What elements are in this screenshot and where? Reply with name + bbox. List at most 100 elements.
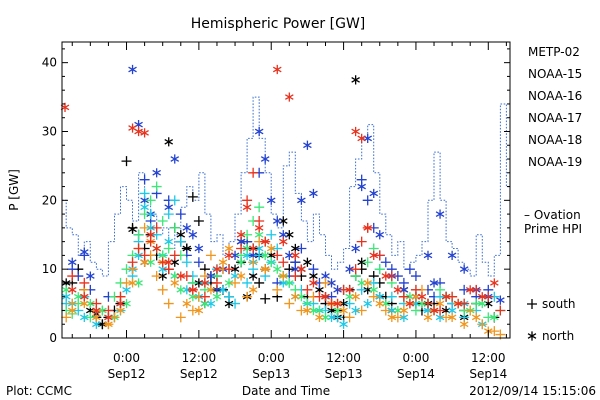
south-marker (61, 312, 72, 323)
north-marker (303, 305, 312, 316)
north-marker (490, 312, 499, 322)
north-marker (140, 128, 149, 138)
north-marker (297, 264, 306, 274)
south-marker (422, 298, 433, 309)
x-tick-time: 0:00 (402, 351, 429, 365)
south-marker (187, 305, 198, 316)
north-marker (315, 312, 324, 322)
south-marker (199, 291, 210, 302)
north-marker (490, 278, 499, 288)
south-marker (139, 250, 150, 261)
north-marker (375, 298, 385, 309)
south-marker (121, 156, 132, 167)
south-marker (133, 243, 144, 254)
north-marker (104, 312, 113, 322)
north-marker (67, 257, 77, 267)
north-marker (321, 292, 330, 302)
north-marker (182, 298, 192, 309)
south-marker (248, 257, 259, 268)
north-marker (351, 75, 360, 85)
south-marker (157, 284, 168, 295)
north-marker (152, 243, 161, 254)
north-marker (357, 181, 366, 192)
plot-timestamp: 2012/09/14 15:15:06 (469, 384, 596, 398)
south-marker (169, 250, 180, 261)
north-marker (248, 285, 258, 295)
legend-ovation-line1: – Ovation (524, 208, 581, 222)
south-marker (181, 271, 192, 282)
south-marker (67, 271, 78, 282)
north-marker (260, 154, 270, 164)
south-marker (139, 222, 150, 233)
south-marker (296, 243, 307, 254)
north-marker (200, 278, 210, 288)
south-marker (163, 243, 174, 254)
south-marker (368, 291, 379, 302)
north-marker (375, 230, 385, 240)
south-marker (145, 195, 156, 206)
x-tick-date: Sep13 (325, 367, 363, 381)
south-marker (362, 257, 373, 268)
south-marker (266, 229, 277, 240)
north-marker (369, 250, 379, 260)
south-marker (314, 291, 325, 302)
north-marker (92, 305, 101, 316)
y-tick-label: 20 (42, 193, 57, 207)
north-marker (339, 305, 348, 316)
north-marker (272, 264, 282, 274)
north-marker (363, 298, 373, 309)
north-marker (80, 312, 89, 322)
y-tick-label: 10 (42, 262, 57, 276)
south-marker (260, 293, 271, 304)
south-marker (85, 312, 96, 323)
south-marker (435, 305, 446, 316)
south-marker (169, 222, 180, 233)
north-marker (248, 243, 258, 254)
north-marker (465, 285, 475, 295)
south-marker (278, 257, 289, 268)
south-marker (477, 319, 488, 330)
legend-entry-noaa-18: NOAA-18 (528, 133, 582, 147)
south-marker (139, 209, 150, 220)
south-marker (459, 298, 470, 309)
north-marker (429, 305, 439, 316)
north-marker (182, 223, 192, 233)
south-marker (338, 284, 349, 295)
north-marker (496, 295, 505, 305)
x-axis-label: Date and Time (242, 384, 330, 398)
south-marker (139, 174, 150, 185)
x-tick-time: 12:00 (471, 351, 506, 365)
marker-key-north: north (542, 329, 574, 343)
north-marker (194, 243, 204, 254)
north-marker (170, 278, 180, 288)
y-tick-label: 30 (42, 124, 57, 138)
south-marker (242, 291, 253, 302)
south-marker (404, 264, 415, 275)
north-marker (363, 278, 373, 288)
south-marker (181, 257, 192, 268)
south-marker (133, 229, 144, 240)
south-marker (495, 305, 506, 316)
south-marker (380, 257, 391, 268)
north-marker (339, 319, 348, 329)
south-marker (169, 195, 180, 206)
south-marker (224, 264, 235, 275)
x-tick-time: 12:00 (326, 351, 361, 365)
north-marker (266, 195, 276, 205)
north-marker (393, 285, 403, 295)
south-marker (471, 284, 482, 295)
north-marker (303, 257, 312, 267)
north-marker (357, 133, 366, 143)
north-marker (128, 278, 137, 288)
south-marker (151, 181, 162, 192)
south-marker (224, 291, 235, 302)
plot-credit: Plot: CCMC (6, 384, 72, 398)
north-marker (218, 285, 228, 295)
north-marker (429, 278, 439, 288)
x-tick-date: Sep14 (469, 367, 507, 381)
north-marker (405, 298, 415, 309)
south-marker (236, 243, 247, 254)
south-marker (386, 291, 397, 302)
north-marker (357, 257, 366, 267)
north-marker (272, 64, 282, 75)
